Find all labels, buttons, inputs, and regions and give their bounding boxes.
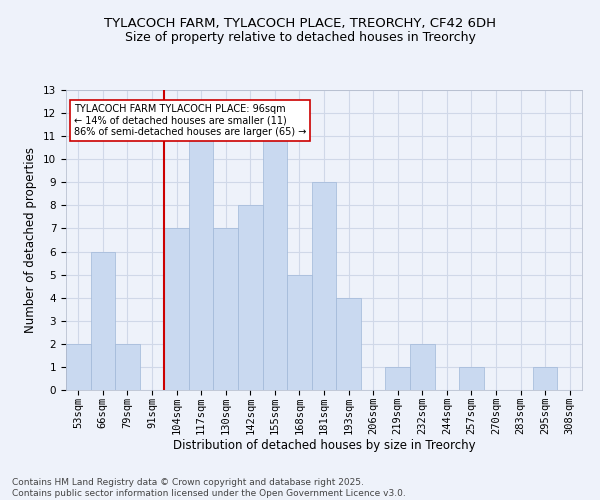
Bar [459,367,484,390]
Bar [410,344,434,390]
Bar [336,298,361,390]
Bar [66,344,91,390]
Bar [91,252,115,390]
Bar [385,367,410,390]
Y-axis label: Number of detached properties: Number of detached properties [25,147,37,333]
Bar [238,206,263,390]
X-axis label: Distribution of detached houses by size in Treorchy: Distribution of detached houses by size … [173,440,475,452]
Bar [287,274,312,390]
Bar [115,344,140,390]
Bar [263,136,287,390]
Text: Size of property relative to detached houses in Treorchy: Size of property relative to detached ho… [125,31,475,44]
Bar [214,228,238,390]
Bar [533,367,557,390]
Text: TYLACOCH FARM TYLACOCH PLACE: 96sqm
← 14% of detached houses are smaller (11)
86: TYLACOCH FARM TYLACOCH PLACE: 96sqm ← 14… [74,104,306,136]
Bar [164,228,189,390]
Bar [189,136,214,390]
Text: Contains HM Land Registry data © Crown copyright and database right 2025.
Contai: Contains HM Land Registry data © Crown c… [12,478,406,498]
Text: TYLACOCH FARM, TYLACOCH PLACE, TREORCHY, CF42 6DH: TYLACOCH FARM, TYLACOCH PLACE, TREORCHY,… [104,18,496,30]
Bar [312,182,336,390]
